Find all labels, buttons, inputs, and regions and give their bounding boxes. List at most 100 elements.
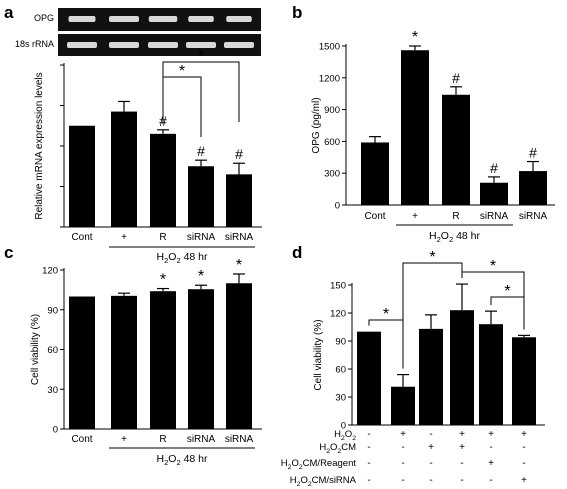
group-label: H2O2 48 hr bbox=[156, 453, 208, 467]
significance-mark: * bbox=[236, 257, 242, 274]
bar bbox=[226, 174, 252, 227]
significance-mark: # bbox=[235, 146, 243, 162]
y-axis-label: Cell viability (%) bbox=[30, 314, 41, 385]
y-tick-label: 90 bbox=[47, 305, 58, 316]
y-tick-label: 0 bbox=[341, 421, 346, 432]
x-tick-label: Cont bbox=[71, 232, 92, 243]
panel-letter-d: d bbox=[292, 243, 302, 262]
treatment-mark: - bbox=[401, 475, 404, 486]
gel-band-opg-4 bbox=[226, 16, 252, 22]
treatment-mark: - bbox=[429, 429, 432, 440]
bracket-mark: * bbox=[179, 63, 185, 80]
treatment-mark: - bbox=[489, 442, 492, 453]
gel-band-label-opg: OPG bbox=[34, 13, 54, 23]
y-tick-label: 120 bbox=[42, 266, 58, 277]
y-tick-label: 300 bbox=[324, 169, 340, 180]
bar bbox=[480, 182, 508, 205]
significance-bracket bbox=[162, 61, 240, 122]
bar bbox=[519, 171, 547, 205]
treatment-mark: + bbox=[459, 442, 465, 453]
y-axis-label: OPG (pg/ml) bbox=[311, 97, 322, 153]
x-tick-label: Cont bbox=[71, 434, 92, 445]
significance-mark: * bbox=[198, 268, 204, 285]
bracket-mark: * bbox=[429, 249, 435, 266]
y-tick-label: 60 bbox=[335, 365, 346, 376]
x-tick-label: siRNA bbox=[225, 434, 254, 445]
y-tick-label: 30 bbox=[335, 393, 346, 404]
treatment-mark: + bbox=[521, 475, 527, 486]
bar bbox=[111, 111, 137, 227]
gel-image: OPG 18s rRNA bbox=[15, 8, 261, 56]
bar bbox=[150, 133, 176, 227]
treatment-mark: + bbox=[459, 429, 465, 440]
treatment-mark: - bbox=[401, 458, 404, 469]
treatment-row-label: H2O2CM bbox=[319, 442, 356, 455]
group-label: H2O2 48 hr bbox=[156, 251, 208, 265]
significance-mark: * bbox=[160, 272, 166, 289]
treatment-mark: - bbox=[460, 475, 463, 486]
significance-bracket bbox=[162, 76, 202, 137]
x-tick-label: R bbox=[452, 211, 459, 222]
bar bbox=[69, 296, 95, 429]
significance-mark: # bbox=[529, 145, 537, 161]
bracket-mark: * bbox=[383, 306, 389, 323]
treatment-mark: + bbox=[428, 442, 434, 453]
y-axis-label: Cell viability (%) bbox=[313, 319, 324, 390]
bar bbox=[361, 142, 389, 205]
y-tick-label: 900 bbox=[324, 105, 340, 116]
bar bbox=[111, 295, 137, 429]
treatment-mark: - bbox=[401, 442, 404, 453]
treatment-row-label: H2O2CM/Reagent bbox=[281, 458, 357, 471]
x-tick-label: R bbox=[159, 434, 166, 445]
x-tick-label: siRNA bbox=[187, 434, 216, 445]
bar bbox=[391, 386, 415, 425]
group-label: H2O2 48 hr bbox=[429, 230, 481, 244]
bar bbox=[450, 310, 474, 425]
gel-band-opg-1 bbox=[109, 16, 139, 22]
significance-mark: # bbox=[197, 143, 205, 159]
bar bbox=[401, 50, 429, 205]
treatment-row-label: H2O2CM/siRNA bbox=[290, 475, 357, 488]
bar bbox=[479, 324, 503, 425]
chart-panel-a: Relative mRNA expression levels ## #Cont + R… bbox=[34, 48, 262, 265]
treatment-mark: - bbox=[367, 429, 370, 440]
treatment-mark: + bbox=[400, 429, 406, 440]
gel-band-opg-3 bbox=[188, 16, 214, 22]
x-tick-label: Cont bbox=[364, 211, 385, 222]
bracket-mark: * bbox=[198, 48, 204, 65]
treatment-mark: - bbox=[522, 458, 525, 469]
significance-bracket bbox=[402, 262, 463, 323]
treatment-mark: - bbox=[367, 458, 370, 469]
gel-band-18s-0 bbox=[67, 42, 97, 48]
bar bbox=[188, 166, 214, 227]
y-tick-label: 1500 bbox=[319, 42, 340, 53]
gel-band-18s-4 bbox=[224, 42, 254, 48]
bar bbox=[188, 289, 214, 429]
y-tick-label: 600 bbox=[324, 137, 340, 148]
y-tick-label: 0 bbox=[335, 201, 340, 212]
treatment-mark: - bbox=[522, 442, 525, 453]
treatment-mark: + bbox=[488, 429, 494, 440]
panel-letter-a: a bbox=[4, 3, 14, 22]
y-tick-label: 0 bbox=[53, 425, 58, 436]
bar bbox=[512, 337, 536, 425]
treatment-mark: + bbox=[521, 429, 527, 440]
y-tick-label: 90 bbox=[335, 337, 346, 348]
x-tick-label: siRNA bbox=[519, 211, 548, 222]
significance-bracket bbox=[368, 319, 404, 369]
x-tick-label: siRNA bbox=[480, 211, 509, 222]
bracket-mark: * bbox=[504, 283, 510, 300]
bar bbox=[150, 291, 176, 429]
bar bbox=[442, 94, 470, 205]
gel-band-18s-3 bbox=[186, 42, 216, 48]
significance-bracket bbox=[490, 296, 525, 330]
significance-mark: # bbox=[452, 70, 460, 86]
bar bbox=[226, 283, 252, 429]
treatment-mark: - bbox=[489, 475, 492, 486]
treatment-mark: - bbox=[429, 475, 432, 486]
bar bbox=[419, 328, 443, 425]
x-tick-label: + bbox=[412, 211, 418, 222]
gel-band-opg-0 bbox=[68, 16, 96, 22]
